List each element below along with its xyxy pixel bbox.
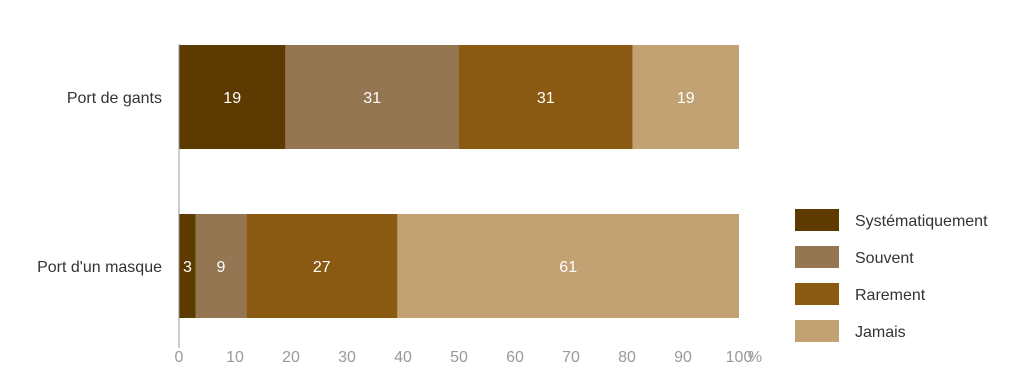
data-label-1-3: 31 (537, 90, 555, 107)
data-label-2-4: 61 (559, 259, 577, 276)
x-tick-label-10: 10 (226, 349, 244, 366)
data-label-1-1: 19 (223, 90, 241, 107)
x-tick-label-50: 50 (450, 349, 468, 366)
legend-swatch-1 (795, 209, 839, 231)
data-label-2-1: 3 (183, 259, 192, 276)
data-label-2-3: 27 (313, 259, 331, 276)
data-label-1-2: 31 (363, 90, 381, 107)
legend-swatch-3 (795, 283, 839, 305)
x-tick-label-30: 30 (338, 349, 356, 366)
legend: Systématiquement Souvent Rarement Jamais (795, 209, 988, 342)
x-axis-unit: % (748, 349, 762, 366)
legend-label-2: Souvent (855, 250, 914, 267)
bar-segment-2-2 (195, 214, 247, 318)
x-tick-label-20: 20 (282, 349, 300, 366)
x-tick-label-80: 80 (618, 349, 636, 366)
bar-segment-1-4 (632, 45, 739, 149)
x-tick-label-90: 90 (674, 349, 692, 366)
x-tick-label-60: 60 (506, 349, 524, 366)
category-labels: Port de gants Port d'un masque (37, 90, 162, 276)
category-label-1: Port de gants (67, 90, 162, 107)
x-tick-label-100: 100 (726, 349, 753, 366)
x-tick-label-70: 70 (562, 349, 580, 366)
category-label-2: Port d'un masque (37, 259, 162, 276)
bar-segment-2-4 (397, 214, 739, 318)
x-axis-ticks: 0 10 20 30 40 50 60 70 80 90 100% (175, 349, 763, 366)
x-tick-label-0: 0 (175, 349, 184, 366)
legend-label-3: Rarement (855, 287, 926, 304)
bar-segment-1-1 (179, 45, 286, 149)
legend-swatch-2 (795, 246, 839, 268)
bar-segment-1-3 (459, 45, 633, 149)
legend-swatch-4 (795, 320, 839, 342)
legend-label-1: Systématiquement (855, 213, 988, 230)
bar-segment-2-3 (246, 214, 398, 318)
bar-segment-1-2 (285, 45, 459, 149)
bar-segment-2-1 (179, 214, 196, 318)
data-label-2-2: 9 (217, 259, 226, 276)
x-tick-label-40: 40 (394, 349, 412, 366)
data-label-1-4: 19 (677, 90, 695, 107)
bars-group: 19 31 31 19 3 9 27 61 (179, 45, 739, 318)
legend-label-4: Jamais (855, 324, 906, 341)
